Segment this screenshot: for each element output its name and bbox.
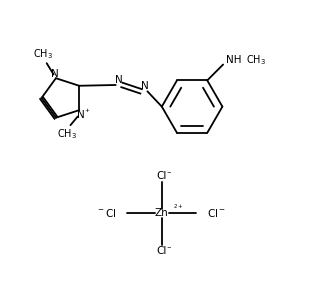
Text: CH$_3$: CH$_3$	[57, 127, 77, 141]
Text: Zn: Zn	[155, 208, 169, 218]
Text: $^+$: $^+$	[83, 107, 91, 116]
Text: N: N	[77, 110, 84, 120]
Text: CH$_3$: CH$_3$	[246, 53, 266, 67]
Text: N: N	[140, 81, 148, 91]
Text: $^{2+}$: $^{2+}$	[173, 204, 183, 213]
Text: Cl: Cl	[157, 246, 167, 256]
Text: Cl$^-$: Cl$^-$	[207, 207, 226, 219]
Text: CH$_3$: CH$_3$	[33, 47, 53, 61]
Text: $^-$: $^-$	[165, 169, 173, 178]
Text: Cl: Cl	[157, 171, 167, 181]
Text: $^-$Cl: $^-$Cl	[96, 207, 116, 219]
Text: NH: NH	[226, 55, 242, 65]
Text: N: N	[51, 69, 58, 79]
Text: $^-$: $^-$	[165, 244, 173, 253]
Text: N: N	[115, 75, 123, 85]
